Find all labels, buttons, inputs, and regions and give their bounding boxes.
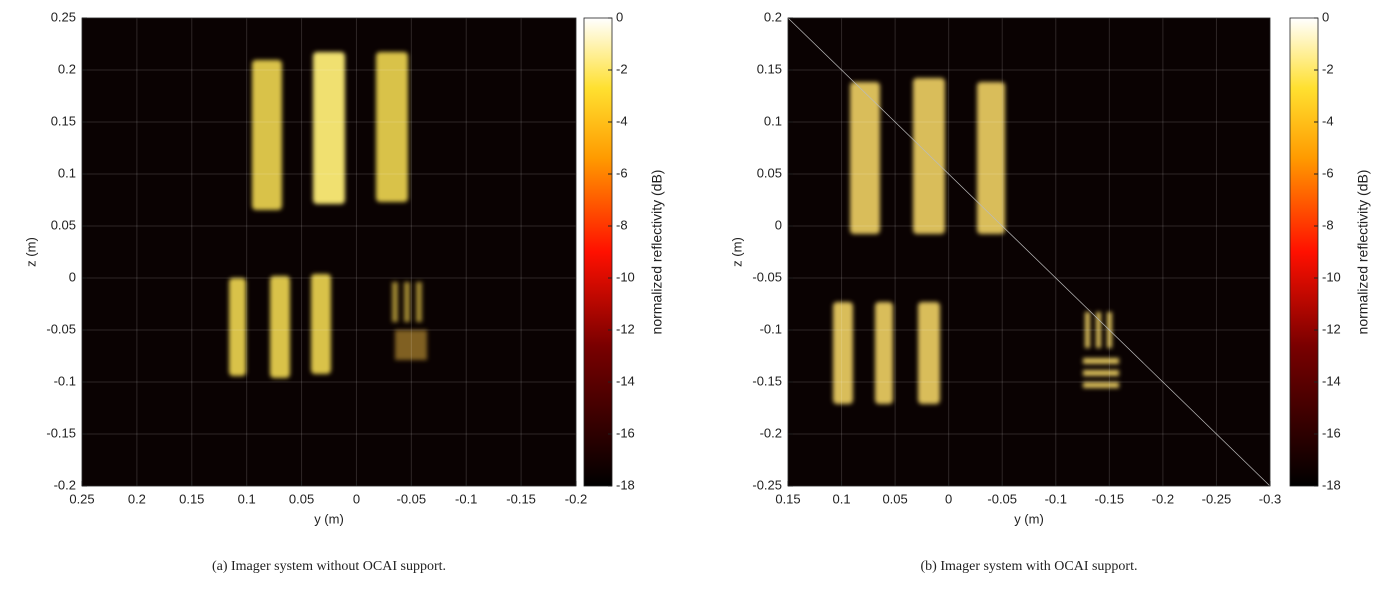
colorbar-tick-label: -18 <box>1322 477 1341 492</box>
x-tick-label: 0.15 <box>179 491 204 506</box>
x-tick-label: 0.1 <box>238 491 256 506</box>
x-tick-label: -0.15 <box>1095 491 1125 506</box>
y-tick-label: -0.1 <box>760 321 782 336</box>
x-tick-label: 0 <box>353 491 360 506</box>
y-tick-label: -0.05 <box>46 321 76 336</box>
y-axis-label: z (m) <box>23 237 38 267</box>
x-tick-label: -0.3 <box>1259 491 1281 506</box>
colorbar-tick-label: -16 <box>1322 425 1341 440</box>
colorbar-tick-label: -18 <box>616 477 635 492</box>
x-tick-label: 0.05 <box>882 491 907 506</box>
target <box>416 282 422 322</box>
y-tick-label: 0.2 <box>764 9 782 24</box>
y-tick-label: -0.15 <box>46 425 76 440</box>
target <box>1096 312 1101 348</box>
x-tick-label: 0.1 <box>833 491 851 506</box>
y-tick-label: -0.2 <box>54 477 76 492</box>
colorbar-tick-label: -14 <box>1322 373 1341 388</box>
colorbar-tick-label: -16 <box>616 425 635 440</box>
x-tick-label: -0.15 <box>506 491 536 506</box>
targets-a <box>229 52 427 378</box>
y-tick-label: 0.15 <box>51 113 76 128</box>
x-tick-label: -0.2 <box>565 491 587 506</box>
target <box>392 282 398 322</box>
y-tick-label: 0.05 <box>757 165 782 180</box>
colorbar-label: normalized reflectivity (dB) <box>649 170 665 335</box>
y-axis-label: z (m) <box>729 237 744 267</box>
y-tick-label: 0 <box>775 217 782 232</box>
x-axis-label: y (m) <box>314 511 344 526</box>
colorbar-tick-label: -4 <box>616 113 628 128</box>
colorbar <box>1289 17 1319 487</box>
target <box>977 82 1005 234</box>
colorbar-tick-label: -8 <box>1322 217 1334 232</box>
colorbar-label: normalized reflectivity (dB) <box>1355 170 1371 335</box>
target <box>1083 358 1119 364</box>
target <box>1083 370 1119 376</box>
x-tick-label: -0.2 <box>1152 491 1174 506</box>
colorbar-tick-label: -12 <box>1322 321 1341 336</box>
y-tick-label: 0.25 <box>51 9 76 24</box>
x-tick-label: -0.25 <box>1202 491 1232 506</box>
target <box>1083 382 1119 388</box>
colorbar-tick-label: -14 <box>616 373 635 388</box>
x-tick-label: 0.15 <box>775 491 800 506</box>
y-tick-label: -0.15 <box>752 373 782 388</box>
y-tick-label: -0.05 <box>752 269 782 284</box>
colorbar-tick-label: -6 <box>1322 165 1334 180</box>
y-tick-label: -0.1 <box>54 373 76 388</box>
targets-b <box>833 78 1119 404</box>
y-tick-label: 0.1 <box>764 113 782 128</box>
colorbar-tick-label: -10 <box>1322 269 1341 284</box>
target <box>918 302 940 404</box>
y-tick-label: 0.1 <box>58 165 76 180</box>
target <box>404 282 410 322</box>
x-tick-label: 0.2 <box>128 491 146 506</box>
x-tick-label: -0.05 <box>397 491 427 506</box>
target <box>1085 312 1090 348</box>
colorbar-tick-label: -2 <box>1322 61 1334 76</box>
caption: (b) Imager system with OCAI support. <box>921 559 1138 574</box>
plot-frame <box>787 17 1271 487</box>
caption: (a) Imager system without OCAI support. <box>212 559 446 574</box>
colorbar-tick-label: -10 <box>616 269 635 284</box>
x-tick-label: 0.25 <box>69 491 94 506</box>
y-tick-label: -0.25 <box>752 477 782 492</box>
colorbar-tick-label: 0 <box>1322 9 1329 24</box>
target <box>270 276 290 378</box>
y-tick-label: 0.15 <box>757 61 782 76</box>
x-axis-label: y (m) <box>1014 511 1044 526</box>
target <box>311 274 331 374</box>
colorbar-tick-label: -12 <box>616 321 635 336</box>
target <box>833 302 853 404</box>
target <box>313 52 345 204</box>
diagonal-artifact <box>787 17 1271 487</box>
target <box>252 60 282 210</box>
y-tick-label: -0.2 <box>760 425 782 440</box>
plot-frame <box>81 17 577 487</box>
colorbar <box>583 17 613 487</box>
y-tick-label: 0.2 <box>58 61 76 76</box>
x-tick-label: -0.1 <box>455 491 477 506</box>
target <box>875 302 893 404</box>
y-tick-label: 0.05 <box>51 217 76 232</box>
target <box>913 78 945 234</box>
y-tick-label: 0 <box>69 269 76 284</box>
target <box>229 278 246 376</box>
colorbar-tick-label: 0 <box>616 9 623 24</box>
colorbar-tick-label: -4 <box>1322 113 1334 128</box>
colorbar-tick-label: -6 <box>616 165 628 180</box>
x-tick-label: -0.05 <box>987 491 1017 506</box>
colorbar-tick-label: -2 <box>616 61 628 76</box>
x-tick-label: -0.1 <box>1045 491 1067 506</box>
x-tick-label: 0 <box>945 491 952 506</box>
colorbar-tick-label: -8 <box>616 217 628 232</box>
target <box>850 82 880 234</box>
target <box>395 330 427 360</box>
x-tick-label: 0.05 <box>289 491 314 506</box>
target <box>376 52 408 202</box>
